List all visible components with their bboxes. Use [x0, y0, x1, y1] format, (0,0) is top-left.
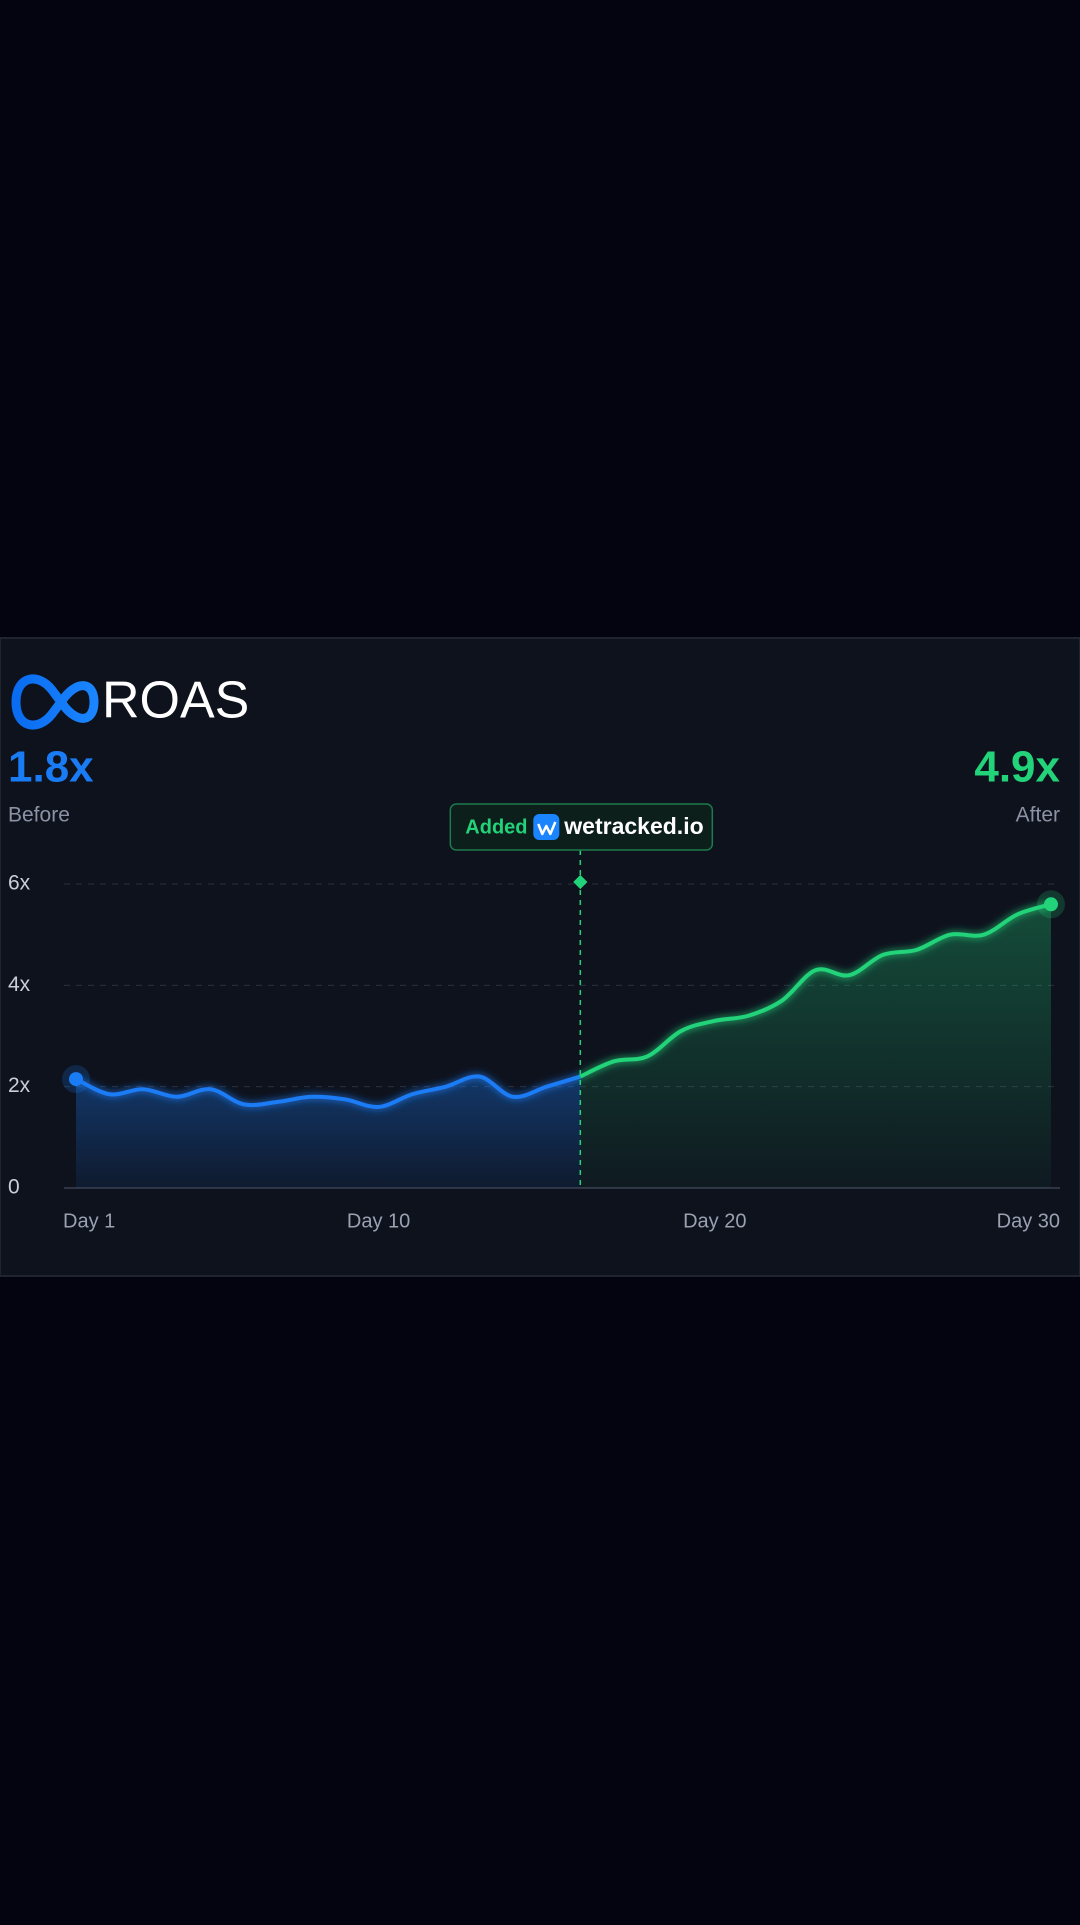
- x-tick-label: Day 10: [347, 1210, 410, 1232]
- after-label: After: [1016, 804, 1060, 827]
- annotation-text: Added: [465, 816, 527, 838]
- line: [579, 902, 1052, 1079]
- area: [580, 904, 1051, 1188]
- y-tick-label: 4x: [8, 973, 31, 996]
- meta-logo: [11, 674, 99, 730]
- x-tick-label: Day 1: [63, 1210, 115, 1232]
- x-tick-label: Day 30: [997, 1210, 1060, 1232]
- y-tick-label: 2x: [8, 1074, 31, 1097]
- brand-name: wetracked.io: [563, 813, 703, 839]
- line: [75, 1074, 581, 1109]
- annotation-diamond: [573, 874, 588, 890]
- before-value: 1.8x: [8, 743, 94, 792]
- area: [76, 1076, 581, 1188]
- y-tick-label: 0: [8, 1176, 20, 1199]
- x-tick-label: Day 20: [683, 1210, 746, 1232]
- point: [1044, 897, 1058, 912]
- annotation-box: [449, 803, 714, 851]
- y-tick-label: 6x: [8, 872, 31, 895]
- before-label: Before: [8, 804, 70, 827]
- plot: 0 2x 4x 6x Day 1 Day 10 Day 20 Day 30 Added wetra…: [8, 803, 1065, 1232]
- chart-title: ROAS: [102, 672, 249, 730]
- brand-icon-mark: [537, 821, 557, 836]
- after-value: 4.9x: [974, 743, 1060, 792]
- point: [69, 1072, 83, 1087]
